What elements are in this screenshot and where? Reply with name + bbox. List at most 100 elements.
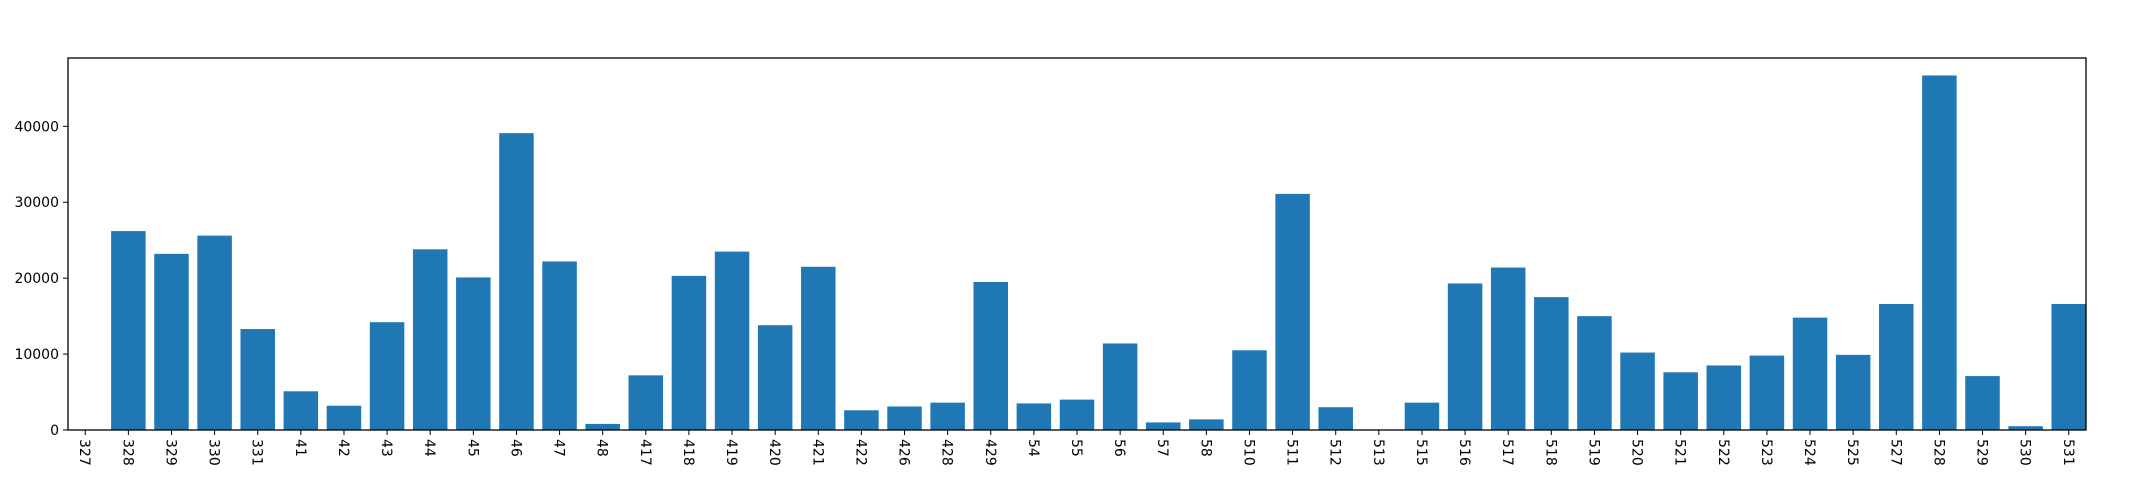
- x-tick-label-513: 513: [1370, 439, 1386, 466]
- bar-58: [1189, 419, 1224, 430]
- x-tick-label-525: 525: [1844, 439, 1860, 466]
- x-tick-label-48: 48: [594, 439, 610, 457]
- bar-519: [1577, 316, 1612, 430]
- x-tick-label-331: 331: [249, 439, 265, 466]
- bar-429: [973, 281, 1009, 430]
- x-tick-label-420: 420: [766, 439, 782, 466]
- bars-group: [111, 75, 2086, 430]
- x-tick-label-521: 521: [1672, 439, 1688, 466]
- x-tick-label-43: 43: [378, 439, 394, 457]
- bar-525: [1835, 354, 1871, 430]
- bar-46: [499, 133, 534, 430]
- x-tick-label-418: 418: [680, 439, 696, 466]
- bar-55: [1059, 399, 1095, 430]
- bar-422: [844, 410, 879, 430]
- bar-419: [714, 251, 750, 430]
- bar-517: [1490, 267, 1526, 430]
- bar-45: [456, 277, 491, 430]
- x-tick-label-41: 41: [292, 439, 308, 457]
- x-tick-label-511: 511: [1284, 439, 1300, 466]
- bar-43: [369, 322, 405, 430]
- bar-521: [1663, 372, 1698, 430]
- x-tick-label-327: 327: [76, 439, 92, 466]
- x-tick-label-530: 530: [2017, 439, 2033, 466]
- bar-54: [1016, 403, 1052, 430]
- x-tick-label-515: 515: [1413, 439, 1429, 466]
- x-tick-label-529: 529: [1974, 439, 1990, 466]
- x-tick-label-54: 54: [1025, 439, 1041, 457]
- bar-48: [585, 423, 620, 430]
- bar-426: [887, 406, 922, 430]
- bar-330: [197, 235, 232, 430]
- bar-522: [1706, 365, 1742, 430]
- bar-523: [1749, 355, 1785, 430]
- x-tick-label-47: 47: [551, 439, 567, 457]
- bar-510: [1232, 350, 1267, 430]
- x-tick-label-58: 58: [1197, 439, 1213, 457]
- x-tick-label-519: 519: [1585, 439, 1601, 466]
- bar-417: [628, 375, 664, 430]
- x-tick-label-517: 517: [1499, 439, 1515, 466]
- x-tick-label-527: 527: [1887, 439, 1903, 466]
- x-tick-label-44: 44: [421, 439, 437, 457]
- bar-428: [930, 402, 965, 430]
- x-tick-label-524: 524: [1801, 439, 1817, 466]
- bar-418: [671, 275, 707, 430]
- bar-420: [757, 325, 793, 430]
- x-tick-label-55: 55: [1068, 439, 1084, 457]
- bar-47: [542, 261, 577, 430]
- bar-524: [1792, 317, 1828, 430]
- bar-520: [1620, 352, 1655, 430]
- x-tick-label-429: 429: [982, 439, 998, 466]
- bar-527: [1879, 303, 1914, 430]
- x-tick-label-422: 422: [852, 439, 868, 466]
- x-tick-label-520: 520: [1629, 439, 1645, 466]
- plot-frame: [67, 57, 2087, 431]
- y-tick-label-30000: 30000: [14, 195, 59, 211]
- x-tick-label-419: 419: [723, 439, 739, 466]
- bar-57: [1145, 422, 1181, 430]
- x-tick-label-42: 42: [335, 439, 351, 457]
- y-axis-ticks: 0 10000 20000 30000 40000: [14, 119, 68, 439]
- bar-42: [326, 405, 362, 430]
- x-tick-label-45: 45: [464, 439, 480, 457]
- y-tick-label-40000: 40000: [14, 119, 59, 135]
- x-tick-label-522: 522: [1715, 439, 1731, 466]
- x-tick-label-512: 512: [1327, 439, 1343, 466]
- x-tick-label-426: 426: [896, 439, 912, 466]
- x-tick-label-510: 510: [1240, 439, 1256, 466]
- x-axis-ticks: 327 328 329 330 331 41 42 43 44 45 46 47 48 417 418 419…: [76, 430, 2076, 466]
- x-tick-label-330: 330: [206, 439, 222, 466]
- bar-512: [1318, 407, 1353, 430]
- x-tick-label-516: 516: [1456, 439, 1472, 466]
- x-tick-label-417: 417: [637, 439, 653, 466]
- bar-331: [240, 329, 275, 430]
- bar-528: [1922, 75, 1957, 430]
- bar-56: [1102, 343, 1138, 430]
- bar-516: [1447, 283, 1483, 430]
- x-tick-label-56: 56: [1111, 439, 1127, 457]
- bar-515: [1404, 402, 1440, 430]
- bar-531: [2051, 303, 2086, 430]
- bar-511: [1275, 193, 1310, 430]
- bar-529: [1965, 376, 2000, 430]
- bar-421: [801, 266, 836, 430]
- x-tick-label-428: 428: [939, 439, 955, 466]
- bar-518: [1534, 297, 1569, 430]
- x-tick-label-518: 518: [1542, 439, 1558, 466]
- x-tick-label-528: 528: [1930, 439, 1946, 466]
- x-tick-label-531: 531: [2060, 439, 2076, 466]
- x-tick-label-523: 523: [1758, 439, 1774, 466]
- x-tick-label-421: 421: [809, 439, 825, 466]
- bar-44: [412, 249, 448, 430]
- bar-328: [111, 231, 146, 430]
- y-tick-label-10000: 10000: [14, 347, 59, 363]
- x-tick-label-329: 329: [162, 439, 178, 466]
- bar-41: [283, 391, 319, 430]
- x-tick-label-46: 46: [507, 439, 523, 457]
- x-tick-label-328: 328: [119, 439, 135, 466]
- bar-530: [2008, 426, 2043, 430]
- x-tick-label-57: 57: [1154, 439, 1170, 457]
- y-tick-label-20000: 20000: [14, 271, 59, 287]
